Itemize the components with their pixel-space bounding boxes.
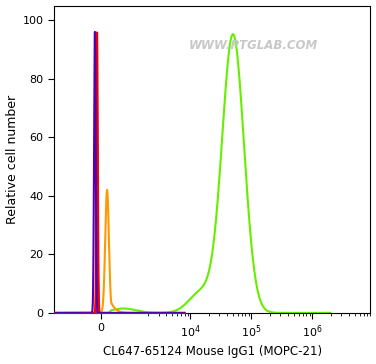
X-axis label: CL647-65124 Mouse IgG1 (MOPC-21): CL647-65124 Mouse IgG1 (MOPC-21) xyxy=(103,345,322,359)
Y-axis label: Relative cell number: Relative cell number xyxy=(6,95,18,224)
Text: WWW.PTGLAB.COM: WWW.PTGLAB.COM xyxy=(189,39,318,52)
